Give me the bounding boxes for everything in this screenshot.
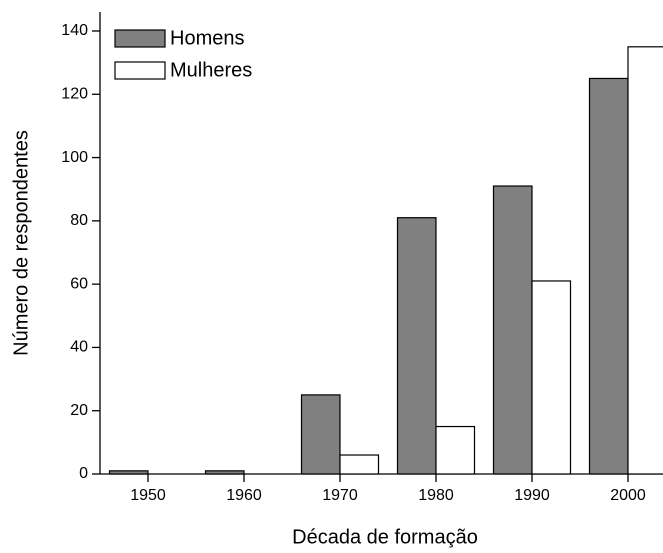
x-tick-label: 1950 xyxy=(130,487,166,504)
bar xyxy=(300,394,341,475)
y-tick-label: 100 xyxy=(61,149,88,166)
y-tick-label: 0 xyxy=(79,465,88,482)
bar xyxy=(339,454,380,475)
bar xyxy=(492,185,533,475)
legend-label: Mulheres xyxy=(170,59,252,81)
bar xyxy=(531,280,572,475)
x-tick-label: 2000 xyxy=(610,487,646,504)
legend-swatch xyxy=(114,61,166,80)
y-tick-label: 60 xyxy=(70,275,88,292)
x-tick-label: 1960 xyxy=(226,487,262,504)
bar xyxy=(588,77,629,475)
x-tick-label: 1990 xyxy=(514,487,550,504)
x-tick-label: 1970 xyxy=(322,487,358,504)
bar xyxy=(204,470,245,475)
bar xyxy=(435,425,476,475)
legend-swatch xyxy=(114,29,166,48)
y-axis-label: Número de respondentes xyxy=(10,130,32,356)
x-axis-label: Década de formação xyxy=(292,526,478,548)
y-tick-label: 40 xyxy=(70,339,88,356)
bar xyxy=(396,217,437,475)
y-tick-label: 120 xyxy=(61,85,88,102)
bar xyxy=(627,46,663,475)
x-tick-label: 1980 xyxy=(418,487,454,504)
legend-label: Homens xyxy=(170,27,244,49)
bar xyxy=(108,470,149,475)
y-tick-label: 140 xyxy=(61,22,88,39)
y-tick-label: 80 xyxy=(70,212,88,229)
y-tick-label: 20 xyxy=(70,402,88,419)
